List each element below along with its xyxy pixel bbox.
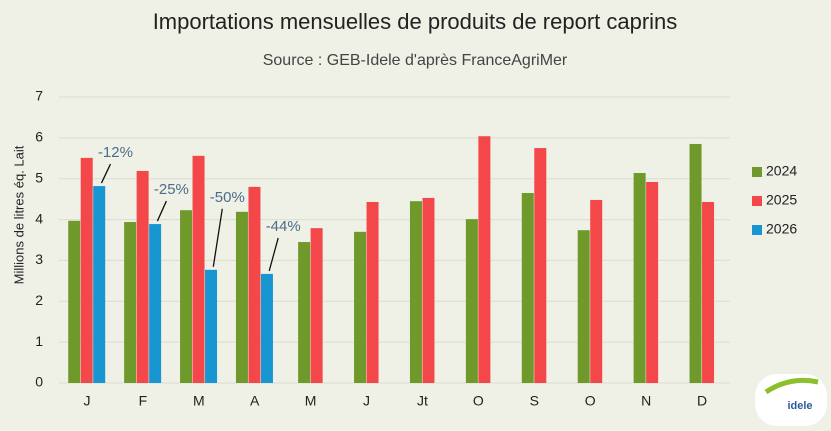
y-tick-label: 0 bbox=[35, 374, 43, 390]
bar bbox=[260, 273, 273, 383]
bar bbox=[590, 199, 603, 383]
bar bbox=[646, 181, 659, 383]
legend-label: 2026 bbox=[766, 221, 797, 237]
y-tick-label: 7 bbox=[35, 88, 43, 104]
annotation-leader bbox=[212, 208, 223, 267]
x-tick-label: J bbox=[363, 393, 370, 409]
bar bbox=[93, 186, 106, 383]
logo-swoosh bbox=[764, 377, 819, 395]
bar bbox=[248, 186, 261, 383]
annotation-leader bbox=[156, 200, 167, 222]
x-tick-label: A bbox=[250, 393, 260, 409]
x-tick-label: M bbox=[305, 393, 317, 409]
bar bbox=[422, 197, 435, 383]
legend-label: 2024 bbox=[766, 163, 797, 179]
bar bbox=[149, 224, 162, 383]
bar bbox=[366, 202, 379, 383]
bar bbox=[478, 136, 491, 383]
annotation: -12% bbox=[98, 144, 133, 161]
bar bbox=[80, 157, 93, 383]
logo-text: idele bbox=[787, 400, 812, 412]
bar bbox=[633, 172, 646, 383]
x-tick-label: S bbox=[530, 393, 539, 409]
bar bbox=[205, 269, 218, 383]
x-tick-label: F bbox=[139, 393, 148, 409]
y-tick-label: 6 bbox=[35, 129, 43, 145]
bar bbox=[465, 219, 478, 383]
x-tick-label: O bbox=[585, 393, 596, 409]
bar bbox=[310, 228, 323, 383]
annotation: -50% bbox=[210, 189, 245, 206]
y-tick-label: 3 bbox=[35, 251, 43, 267]
y-tick-label: 5 bbox=[35, 169, 43, 185]
y-axis-label: Millions de litres éq. Lait bbox=[11, 145, 26, 284]
legend-swatch bbox=[752, 167, 762, 177]
bar bbox=[689, 143, 702, 383]
annotation-leader bbox=[100, 163, 112, 184]
bar bbox=[409, 201, 422, 383]
y-tick-label: 1 bbox=[35, 333, 43, 349]
bar bbox=[354, 231, 367, 383]
annotation: -25% bbox=[154, 181, 189, 198]
chart-subtitle: Source : GEB-Idele d'après FranceAgriMer bbox=[263, 52, 568, 69]
x-tick-label: J bbox=[83, 393, 90, 409]
x-tick-label: M bbox=[193, 393, 205, 409]
x-tick-label: N bbox=[641, 393, 651, 409]
annotation: -44% bbox=[266, 218, 301, 235]
y-tick-label: 4 bbox=[35, 210, 43, 226]
bar bbox=[521, 193, 534, 383]
bar bbox=[235, 211, 248, 383]
annotation-leader bbox=[268, 237, 279, 272]
x-tick-label: D bbox=[697, 393, 707, 409]
bar bbox=[577, 230, 590, 383]
bar bbox=[192, 155, 205, 383]
bar bbox=[136, 170, 149, 383]
legend-swatch bbox=[752, 225, 762, 235]
bar bbox=[68, 220, 81, 383]
bar bbox=[534, 148, 547, 383]
bar bbox=[702, 202, 715, 383]
legend-swatch bbox=[752, 196, 762, 206]
y-tick-label: 2 bbox=[35, 292, 43, 308]
bar bbox=[124, 222, 137, 383]
bar bbox=[180, 210, 193, 383]
legend-label: 2025 bbox=[766, 192, 797, 208]
bar bbox=[298, 242, 311, 383]
chart-title: Importations mensuelles de produits de r… bbox=[153, 9, 678, 34]
x-tick-label: Jt bbox=[417, 393, 428, 409]
x-tick-label: O bbox=[473, 393, 484, 409]
